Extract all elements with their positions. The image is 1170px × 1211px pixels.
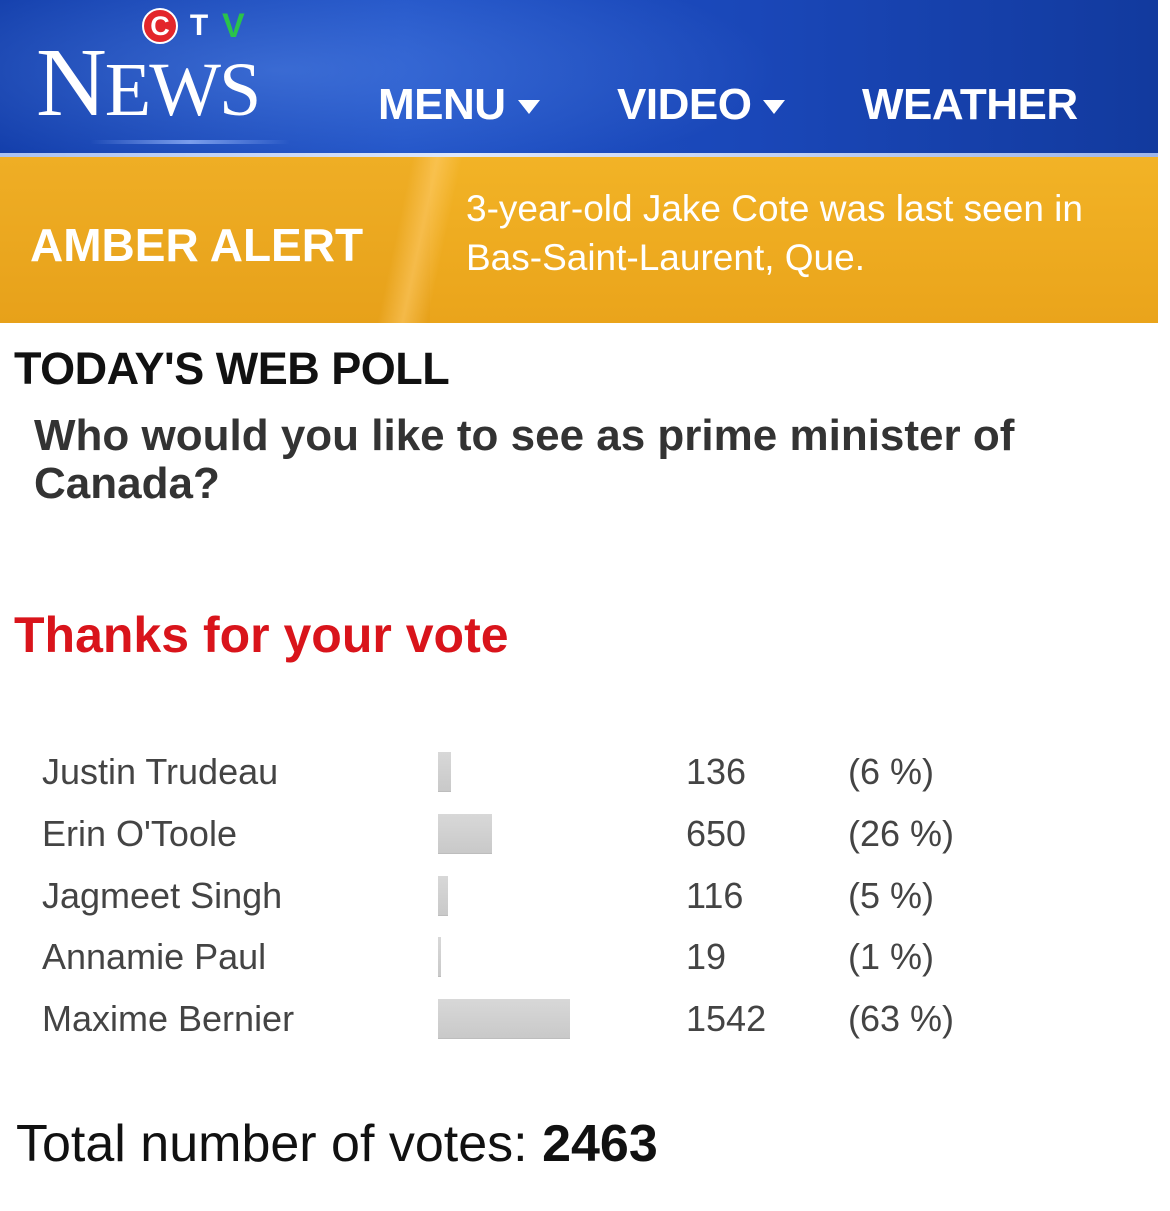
chevron-down-icon [517,100,540,114]
amber-alert-label-panel [0,157,430,323]
nav-menu[interactable]: MENU [378,80,540,130]
nav-video-label: VIDEO [617,80,752,129]
ctv-logo-t: T [189,9,209,42]
wordmark-glow [90,140,290,144]
poll-result-row: Jagmeet Singh 116 (5 %) [0,868,1170,924]
amber-alert-message-line1: 3-year-old Jake Cote was last seen in [466,188,1083,229]
total-votes: Total number of votes: 2463 [16,1114,658,1174]
amber-alert-message-line2: Bas-Saint-Laurent, Que. [466,237,865,278]
vote-count: 116 [686,875,744,916]
result-bar-track [438,937,578,977]
vote-percent: (63 %) [848,998,955,1039]
poll-question: Who would you like to see as prime minis… [34,411,1015,508]
poll-result-row: Erin O'Toole 650 (26 %) [0,806,1170,862]
vote-percent: (1 %) [848,936,935,977]
header-divider [0,153,1158,157]
news-wordmark-rest: EWS [104,48,261,132]
total-votes-label: Total number of votes: [16,1115,528,1173]
result-bar [438,999,570,1039]
vote-count: 19 [686,936,727,977]
candidate-name: Jagmeet Singh [42,875,283,916]
result-bar-track [438,876,578,916]
vote-count: 650 [686,813,747,854]
total-votes-value: 2463 [542,1115,658,1173]
candidate-name: Erin O'Toole [42,813,237,854]
vote-percent: (6 %) [848,751,935,792]
ctv-logo-c: C [142,8,178,44]
vote-count: 136 [686,751,747,792]
vote-count: 1542 [686,998,767,1039]
amber-alert-title: AMBER ALERT [30,219,364,271]
candidate-name: Annamie Paul [42,936,267,977]
result-bar-track [438,752,578,792]
poll-result-row: Justin Trudeau 136 (6 %) [0,744,1170,800]
candidate-name: Maxime Bernier [42,998,295,1039]
result-bar [438,752,451,792]
candidate-name: Justin Trudeau [42,751,279,792]
vote-percent: (5 %) [848,875,935,916]
poll-result-row: Maxime Bernier 1542 (63 %) [0,991,1170,1047]
vote-confirmation: Thanks for your vote [14,607,509,663]
ctv-logo[interactable]: C T V [142,4,245,48]
poll-heading: TODAY'S WEB POLL [14,343,450,394]
result-bar-track [438,999,578,1039]
site-header: C T V NEWS MENU VIDEO WEATHER [0,0,1158,157]
amber-alert-banner[interactable] [0,157,1158,323]
news-wordmark[interactable]: NEWS [36,34,261,139]
ctv-logo-v: V [222,6,245,45]
poll-result-row: Annamie Paul 19 (1 %) [0,929,1170,985]
result-bar [438,876,448,916]
nav-weather[interactable]: WEATHER [862,80,1078,130]
vote-percent: (26 %) [848,813,955,854]
nav-menu-label: MENU [378,80,506,129]
nav-video[interactable]: VIDEO [617,80,786,130]
nav-weather-label: WEATHER [862,80,1078,129]
result-bar [438,937,441,977]
result-bar [438,814,492,854]
amber-alert-message[interactable]: 3-year-old Jake Cote was last seen in Ba… [466,184,1146,282]
news-wordmark-initial: N [36,29,107,137]
result-bar-track [438,814,578,854]
chevron-down-icon [763,100,786,114]
